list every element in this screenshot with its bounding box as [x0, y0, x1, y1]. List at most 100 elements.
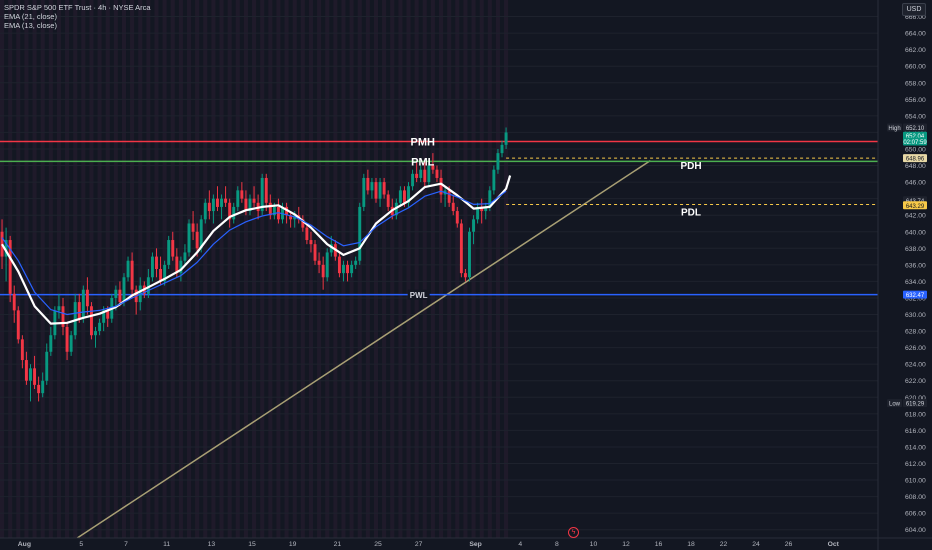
candle-body: [325, 252, 329, 278]
candle-body: [171, 240, 175, 257]
y-tick-label: 642.00: [905, 213, 926, 220]
session-band: [373, 0, 379, 538]
candle-body: [175, 256, 179, 274]
candle-body: [476, 206, 480, 220]
session-band: [268, 0, 273, 538]
candle-body: [45, 351, 49, 381]
candle-body: [423, 169, 427, 183]
time-axis-bg: [0, 538, 932, 550]
currency-button[interactable]: USD: [902, 3, 926, 16]
lightning-icon[interactable]: ϟ: [568, 527, 579, 538]
candle-body: [260, 177, 264, 212]
price-tag: [903, 123, 927, 132]
candle-body: [0, 231, 4, 257]
session-band: [439, 0, 444, 538]
price-tag-name: Low: [889, 402, 901, 408]
price-tag: [903, 201, 927, 210]
session-band: [32, 0, 37, 538]
candle-body: [122, 277, 126, 303]
price-tag-text: 652.10: [906, 126, 925, 132]
y-tick-label: 632.00: [905, 295, 926, 302]
price-tag-text: 619.29: [906, 402, 925, 408]
candle-body: [264, 177, 268, 203]
session-band: [73, 0, 78, 538]
y-tick-label: 608.00: [905, 494, 926, 501]
session-band: [504, 0, 509, 538]
candle-body: [431, 165, 435, 170]
candle-body: [65, 326, 69, 352]
session-band: [40, 0, 45, 538]
price-tag-text: 02:07:59: [903, 140, 927, 146]
legend-ema-13[interactable]: EMA (13, close): [4, 21, 57, 30]
price-axis-bg: [878, 0, 932, 550]
x-tick-label: Sep: [469, 541, 481, 548]
y-tick-label: 622.00: [905, 378, 926, 385]
candle-body: [183, 252, 187, 261]
session-band: [479, 0, 484, 538]
candle-body: [468, 231, 471, 278]
candle-body: [435, 169, 439, 178]
candle-body: [350, 264, 354, 274]
candle-body: [366, 177, 370, 191]
session-band: [390, 0, 395, 538]
candle-body: [402, 190, 406, 203]
candle-body: [20, 339, 24, 361]
price-tag-text: 643.29: [906, 204, 925, 210]
price-tag-text: 632.47: [906, 293, 925, 299]
session-band: [300, 0, 305, 538]
price-tag-text: 648.96: [906, 157, 925, 163]
candle-body: [146, 277, 150, 294]
candle-body: [240, 190, 244, 199]
x-tick-label: 4: [518, 541, 522, 548]
candle-body: [89, 306, 93, 336]
candle-body: [480, 206, 484, 212]
candle-body: [24, 360, 28, 381]
candle-body: [228, 202, 232, 220]
y-tick-label: 636.00: [905, 262, 926, 269]
candle-body: [370, 182, 374, 191]
candle-body: [106, 310, 110, 319]
pdh-label: PDH: [680, 161, 701, 172]
session-band: [447, 0, 452, 538]
candle-body: [313, 244, 317, 261]
session-band: [292, 0, 297, 538]
session-band: [170, 0, 175, 538]
x-tick-label: 19: [289, 541, 297, 548]
y-tick-label: 628.00: [905, 329, 926, 336]
candle-body: [102, 310, 106, 323]
ema-21-line: [1, 190, 507, 316]
candle-body: [163, 264, 167, 282]
session-band: [121, 0, 127, 538]
y-tick-label: 666.00: [905, 14, 926, 21]
candle-body: [216, 198, 219, 207]
candle-body: [378, 182, 382, 199]
y-tick-label: 650.00: [905, 146, 926, 153]
x-tick-label: 5: [79, 541, 83, 548]
candle-body: [199, 219, 203, 249]
candle-body: [382, 182, 386, 195]
price-tag: [903, 154, 927, 163]
candle-body: [37, 384, 41, 394]
price-tag: [903, 399, 927, 408]
x-tick-label: 12: [622, 541, 630, 548]
session-band: [89, 0, 94, 538]
pdl-label: PDL: [681, 207, 701, 218]
candle-body: [346, 264, 350, 274]
candle-body: [33, 368, 37, 385]
x-tick-label: 24: [752, 541, 760, 548]
legend-ema-21[interactable]: EMA (21, close): [4, 12, 57, 21]
candle-body: [207, 202, 211, 212]
candle-body: [94, 331, 97, 336]
candle-body: [268, 202, 272, 216]
session-band: [260, 0, 265, 538]
candle-body: [232, 206, 236, 220]
session-band: [48, 0, 53, 538]
candle-body: [8, 240, 12, 294]
candle-body: [29, 368, 32, 381]
x-tick-label: 16: [655, 541, 663, 548]
candle-body: [484, 206, 488, 212]
trendline: [76, 159, 651, 539]
session-band: [195, 0, 200, 538]
legend-symbol[interactable]: SPDR S&P 500 ETF Trust · 4h · NYSE Arca: [4, 3, 151, 12]
